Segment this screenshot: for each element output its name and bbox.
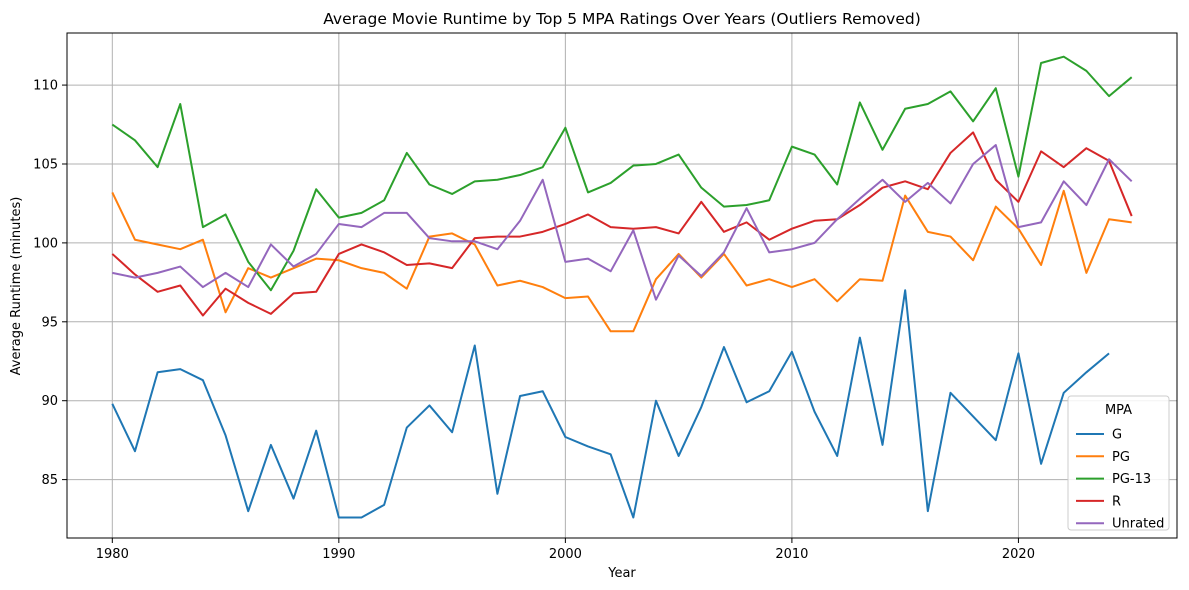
legend-box [1067, 395, 1170, 531]
y-tick-label: 105 [33, 157, 58, 172]
y-axis-label: Average Runtime (minutes) [9, 197, 24, 376]
x-tick-label: 1990 [322, 547, 355, 562]
y-axis: 85 90 95 100 105 110 [33, 79, 67, 488]
chart-title: Average Movie Runtime by Top 5 MPA Ratin… [323, 10, 921, 28]
x-axis: 1980 1990 2000 2010 2020 [96, 538, 1035, 562]
series-line-unrated [112, 144, 1133, 301]
x-axis-label: Year [607, 566, 636, 581]
y-tick-label: 110 [33, 79, 58, 94]
series-lines [111, 55, 1133, 519]
plot-frame [66, 32, 1178, 539]
legend-label-pg-13: PG-13 [1112, 472, 1151, 487]
legend-label-r: R [1112, 494, 1121, 509]
x-tick-label: 2010 [775, 547, 808, 562]
legend-title: MPA [1105, 403, 1132, 418]
legend: MPA G PG PG-13 R Unrated [1067, 395, 1170, 532]
y-tick-label: 85 [41, 473, 58, 488]
series-line-g [111, 289, 1110, 519]
legend-label-g: G [1112, 428, 1122, 443]
grid-lines [67, 33, 1177, 538]
y-tick-label: 95 [41, 315, 58, 330]
x-tick-label: 2000 [549, 547, 582, 562]
x-tick-label: 2020 [1002, 547, 1035, 562]
y-tick-label: 100 [33, 236, 58, 251]
series-line-pg [111, 189, 1132, 333]
legend-label-unrated: Unrated [1112, 517, 1164, 532]
series-line-pg-13 [111, 55, 1133, 292]
y-tick-label: 90 [41, 394, 58, 409]
series-line-r [111, 131, 1133, 317]
x-tick-label: 1980 [96, 547, 129, 562]
legend-label-pg: PG [1112, 450, 1130, 465]
